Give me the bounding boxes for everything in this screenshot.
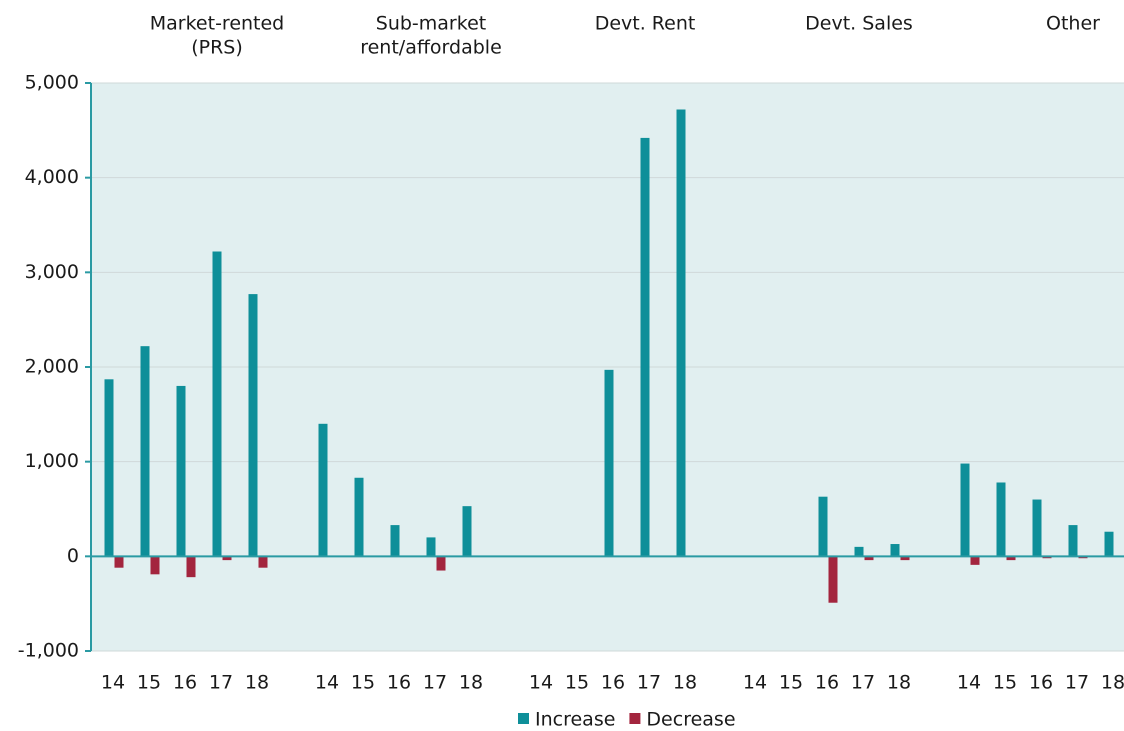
legend-label: Decrease: [646, 709, 735, 731]
bar: [970, 556, 980, 565]
bar: [890, 544, 900, 557]
x-tick-label: 14: [315, 672, 339, 694]
x-tick-label: 18: [673, 672, 697, 694]
y-tick-label: 1,000: [25, 450, 79, 472]
bar: [1068, 525, 1078, 557]
group-label: (PRS): [191, 37, 243, 59]
group-label: Sub-market: [376, 13, 486, 35]
x-tick-label: 16: [173, 672, 197, 694]
bar: [854, 546, 864, 557]
bar: [140, 346, 150, 557]
x-tick-label: 18: [245, 672, 269, 694]
y-tick-label: 4,000: [25, 166, 79, 188]
bar: [150, 556, 160, 575]
x-tick-label: 17: [209, 672, 233, 694]
x-tick-label: 16: [387, 672, 411, 694]
group-label: Devt. Rent: [595, 13, 696, 35]
x-tick-label: 18: [459, 672, 483, 694]
bar: [604, 369, 614, 557]
bar: [436, 556, 446, 571]
bar: [104, 379, 114, 557]
x-tick-label: 15: [993, 672, 1017, 694]
legend-swatch: [518, 713, 529, 724]
x-tick-label: 16: [815, 672, 839, 694]
x-tick-label: 18: [1101, 672, 1124, 694]
bar: [212, 251, 222, 557]
legend-swatch: [629, 713, 641, 724]
y-tick-label: 0: [67, 545, 79, 567]
x-tick-label: 14: [529, 672, 553, 694]
x-tick-label: 16: [1029, 672, 1053, 694]
bar: [900, 556, 910, 561]
bar: [828, 556, 838, 603]
bar: [818, 496, 828, 557]
bar: [996, 482, 1006, 557]
x-tick-label: 15: [779, 672, 803, 694]
y-tick-label: 5,000: [25, 72, 79, 94]
group-label: Other: [1046, 13, 1100, 35]
group-label: Market-rented: [150, 13, 285, 35]
group-label: Devt. Sales: [805, 13, 913, 35]
x-tick-label: 14: [957, 672, 981, 694]
x-tick-label: 15: [137, 672, 161, 694]
bar: [864, 556, 874, 561]
bar: [1104, 531, 1114, 557]
bar: [222, 556, 232, 561]
bar: [354, 477, 364, 557]
y-tick-label: 3,000: [25, 261, 79, 283]
x-tick-label: 17: [637, 672, 661, 694]
x-tick-label: 16: [601, 672, 625, 694]
x-tick-label: 15: [565, 672, 589, 694]
bar: [318, 423, 328, 557]
x-tick-label: 17: [851, 672, 875, 694]
group-label: rent/affordable: [360, 37, 502, 59]
bar: [426, 537, 436, 557]
y-tick-label: 2,000: [25, 356, 79, 378]
bar: [462, 506, 472, 557]
x-tick-label: 14: [101, 672, 125, 694]
x-tick-label: 14: [743, 672, 767, 694]
bar: [1032, 499, 1042, 557]
bar: [248, 294, 258, 557]
x-tick-label: 17: [423, 672, 447, 694]
x-tick-label: 17: [1065, 672, 1089, 694]
bar: [258, 556, 268, 568]
bar: [960, 463, 970, 557]
bar: [640, 137, 650, 557]
bar: [1006, 556, 1016, 561]
x-tick-label: 18: [887, 672, 911, 694]
bar: [186, 556, 196, 578]
x-tick-label: 15: [351, 672, 375, 694]
bar: [676, 109, 686, 557]
y-tick-label: -1,000: [18, 640, 79, 662]
bar: [114, 556, 124, 568]
legend-label: Increase: [535, 709, 615, 731]
bar: [390, 525, 400, 557]
bar: [176, 385, 186, 557]
